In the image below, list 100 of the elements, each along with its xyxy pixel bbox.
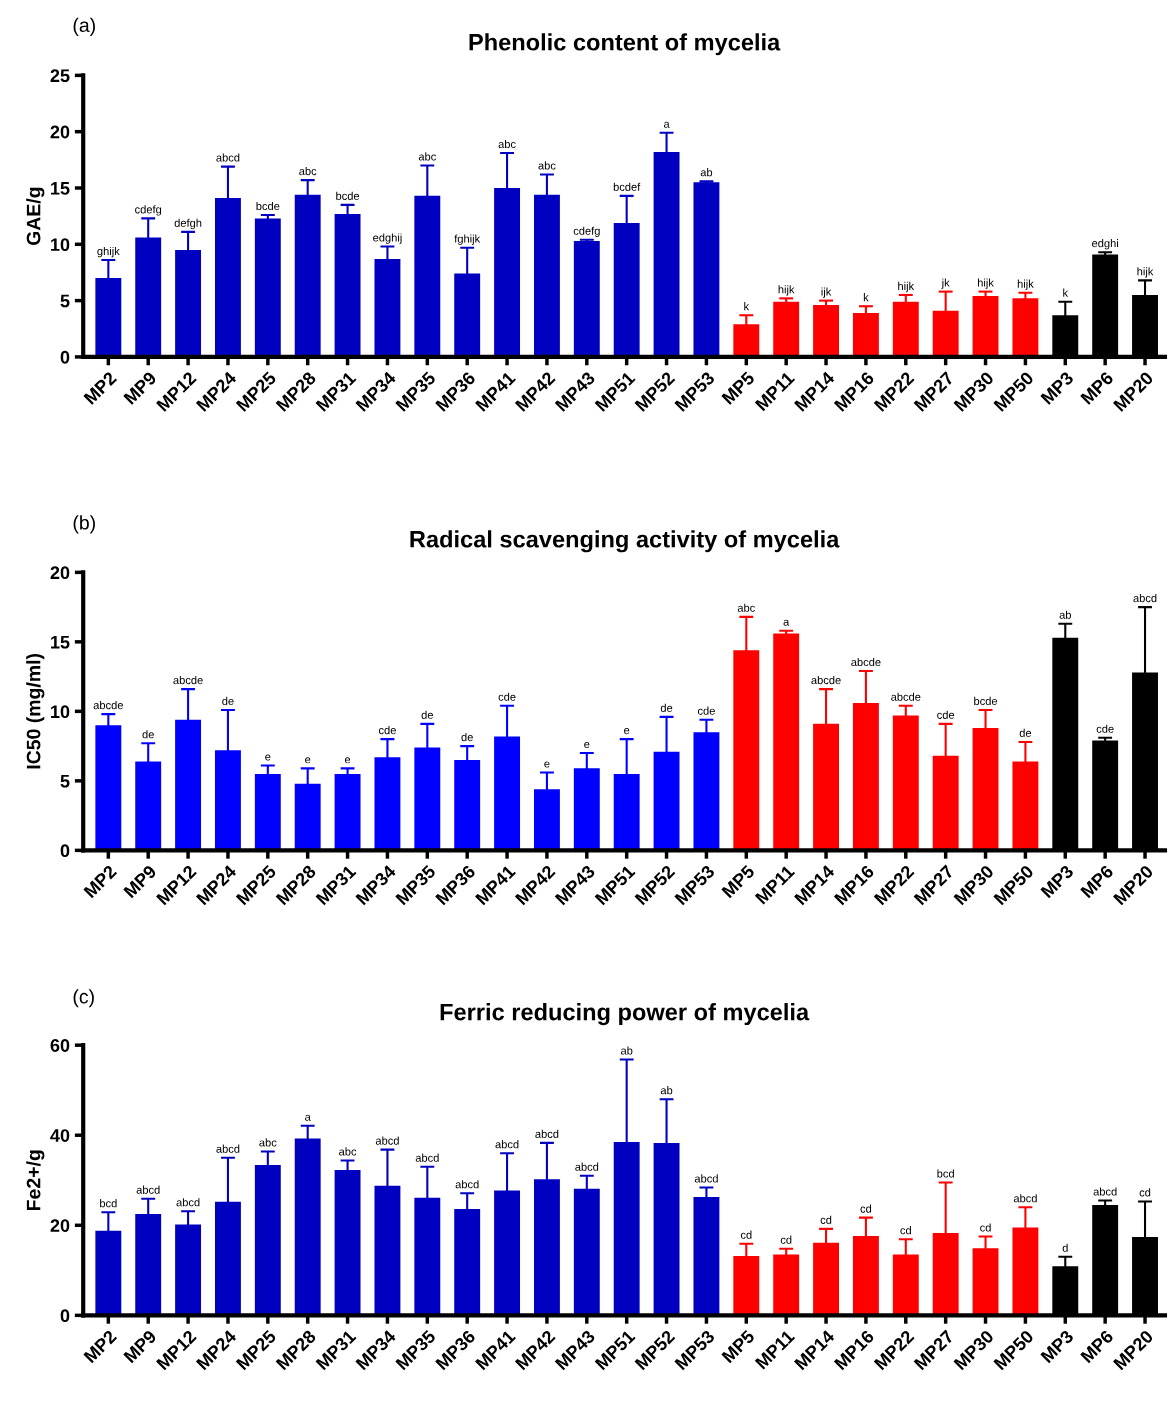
annotation: cd <box>860 1204 872 1213</box>
y-tick-label: 20 <box>50 1219 70 1233</box>
annotation: abcd <box>176 1198 200 1207</box>
annotation: cd <box>900 1226 911 1235</box>
annotation: abcd <box>495 1140 519 1149</box>
annotation: cde <box>1096 724 1114 733</box>
annotation: e <box>305 757 311 764</box>
annotation: de <box>222 696 234 705</box>
annotation: abcde <box>811 675 841 685</box>
annotation: bcd <box>937 1169 954 1178</box>
annotation: abcd <box>575 1162 599 1171</box>
annotation: abcde <box>891 692 921 701</box>
annotation: e <box>265 754 271 761</box>
annotation: abc <box>737 603 755 612</box>
annotation: ghijk <box>97 246 120 258</box>
annotation: e <box>344 757 351 764</box>
annotation: de <box>1019 728 1032 737</box>
annotation: cdefg <box>573 226 600 238</box>
annotation: abcde <box>851 657 881 667</box>
bar <box>972 296 999 357</box>
annotation: abcde <box>173 675 203 685</box>
annotation: cd <box>740 1230 752 1239</box>
y-tick-label: 15 <box>51 635 70 649</box>
y-axis-title: Fe2+/g <box>26 1150 45 1211</box>
annotation: cdefg <box>135 205 162 216</box>
annotation: abcd <box>455 1180 479 1189</box>
annotation: ab <box>620 1046 633 1055</box>
annotation: abc <box>259 1138 277 1147</box>
annotation: hijk <box>1137 267 1154 278</box>
annotation: cd <box>820 1215 832 1224</box>
bar <box>693 182 720 357</box>
chart-title: Radical scavenging activity of mycelia <box>410 530 840 553</box>
annotation: hijk <box>898 281 915 293</box>
annotation: cd <box>1139 1188 1151 1197</box>
annotation: abc <box>538 161 556 170</box>
y-tick-label: 5 <box>60 774 70 788</box>
annotation: abcd <box>1133 593 1157 603</box>
annotation: ab <box>1059 610 1071 619</box>
text: (a) <box>73 17 95 36</box>
y-tick-label: 10 <box>51 705 70 719</box>
y-axis-title: IC50 (mg/ml) <box>26 653 45 769</box>
annotation: bcd <box>100 1199 117 1208</box>
annotation: cd <box>780 1235 792 1244</box>
bar <box>1012 298 1039 357</box>
bar <box>773 1254 800 1316</box>
annotation: hijk <box>977 278 994 289</box>
chart-title: Phenolic content of mycelia <box>469 33 781 56</box>
annotation: cd <box>980 1223 991 1232</box>
annotation: e <box>624 728 630 735</box>
annotation: de <box>660 703 673 712</box>
text: (b) <box>73 515 95 534</box>
y-tick-label: 0 <box>60 350 70 364</box>
annotation: abcd <box>694 1174 718 1183</box>
annotation: abcd <box>375 1136 399 1145</box>
annotation: abcd <box>136 1185 160 1194</box>
y-tick-label: 60 <box>50 1039 70 1052</box>
annotation: abc <box>498 139 516 149</box>
annotation: de <box>421 710 433 719</box>
annotation: cde <box>378 726 396 735</box>
annotation: bcde <box>974 696 998 705</box>
bar <box>813 305 840 357</box>
annotation: k <box>863 293 869 302</box>
annotation: de <box>461 732 473 742</box>
annotation: bcde <box>256 201 280 211</box>
annotation: a <box>663 121 670 128</box>
annotation: edghi <box>1092 239 1118 250</box>
annotation: k <box>1063 288 1069 297</box>
annotation: abc <box>299 166 317 176</box>
bar <box>573 240 600 357</box>
bar <box>773 301 800 357</box>
annotation: cde <box>937 710 955 719</box>
annotation: bcde <box>336 191 360 200</box>
annotation: abcd <box>535 1129 559 1138</box>
bar <box>254 218 281 357</box>
annotation: cde <box>498 692 516 701</box>
annotation: a <box>305 1114 311 1121</box>
annotation: edghij <box>373 233 402 244</box>
annotation: abcd <box>415 1153 439 1162</box>
annotation: abcd <box>216 1144 240 1153</box>
annotation: abcd <box>1093 1187 1117 1196</box>
y-tick-label: 0 <box>60 1309 70 1323</box>
annotation: abc <box>418 152 436 161</box>
annotation: a <box>783 619 790 626</box>
y-tick-label: 0 <box>60 844 70 858</box>
annotation: abc <box>339 1147 357 1156</box>
annotation: d <box>1062 1243 1068 1252</box>
annotation: hijk <box>778 285 795 296</box>
chart-title: Ferric reducing power of mycelia <box>440 1003 810 1026</box>
annotation: cde <box>697 706 715 715</box>
annotation: e <box>584 741 590 749</box>
annotation: defgh <box>174 218 202 230</box>
y-tick-label: 20 <box>50 125 70 139</box>
annotation: bcdef <box>613 182 641 191</box>
y-tick-label: 20 <box>50 566 70 580</box>
bar <box>334 773 361 851</box>
annotation: hijk <box>1017 279 1034 290</box>
annotation: jk <box>941 278 950 289</box>
annotation: abcde <box>93 701 123 710</box>
y-tick-label: 25 <box>50 69 70 83</box>
bar <box>773 633 800 851</box>
